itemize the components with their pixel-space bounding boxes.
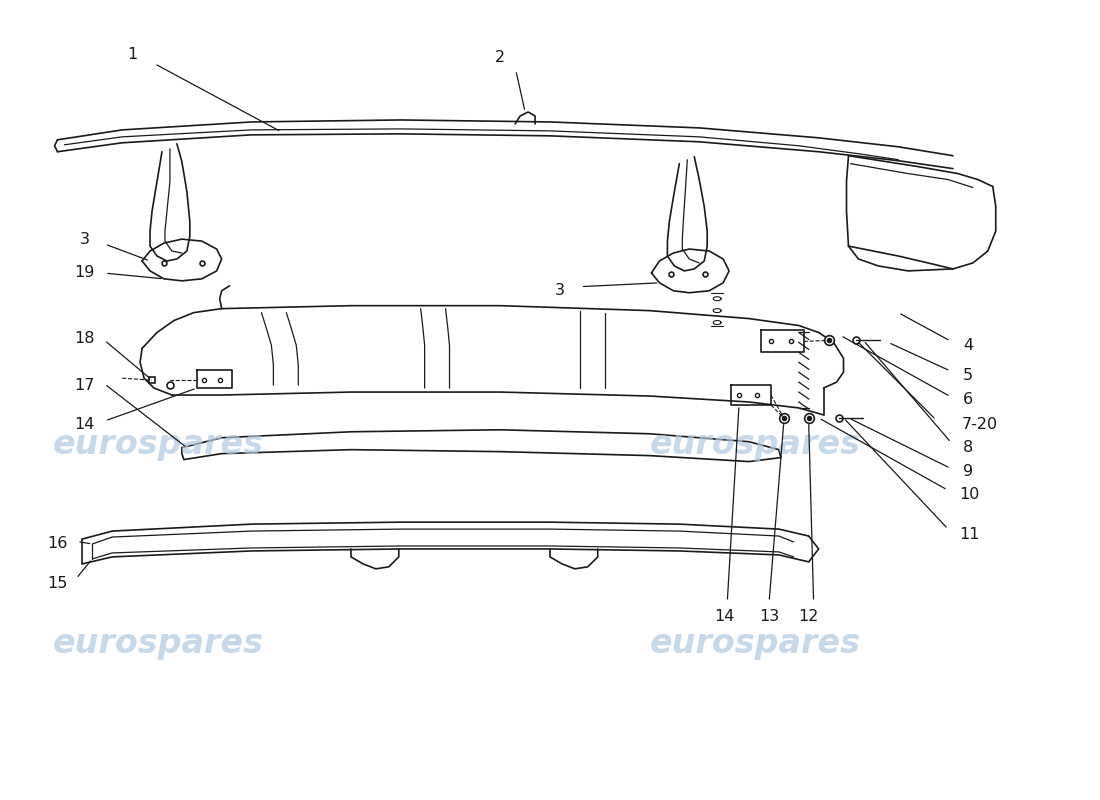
Text: 3: 3 [554, 283, 565, 298]
Text: 16: 16 [47, 537, 68, 551]
Text: 9: 9 [962, 464, 972, 479]
Text: eurospares: eurospares [649, 428, 860, 461]
Text: 12: 12 [799, 609, 818, 624]
Text: eurospares: eurospares [649, 626, 860, 660]
Text: 1: 1 [126, 47, 138, 62]
Text: 15: 15 [47, 576, 68, 591]
Text: 7-20: 7-20 [961, 418, 998, 432]
Text: 17: 17 [74, 378, 95, 393]
Text: 6: 6 [962, 393, 972, 407]
Text: 11: 11 [959, 526, 980, 542]
Text: 3: 3 [79, 232, 89, 246]
Text: 18: 18 [74, 331, 95, 346]
Text: 5: 5 [962, 368, 972, 382]
Text: 13: 13 [759, 609, 779, 624]
Text: 2: 2 [495, 50, 505, 65]
Text: 4: 4 [962, 338, 972, 353]
Text: eurospares: eurospares [53, 428, 264, 461]
Text: 19: 19 [74, 266, 95, 280]
Text: 14: 14 [74, 418, 95, 432]
Text: 14: 14 [714, 609, 735, 624]
Text: eurospares: eurospares [53, 626, 264, 660]
Text: 8: 8 [962, 440, 974, 455]
Text: 10: 10 [959, 487, 980, 502]
